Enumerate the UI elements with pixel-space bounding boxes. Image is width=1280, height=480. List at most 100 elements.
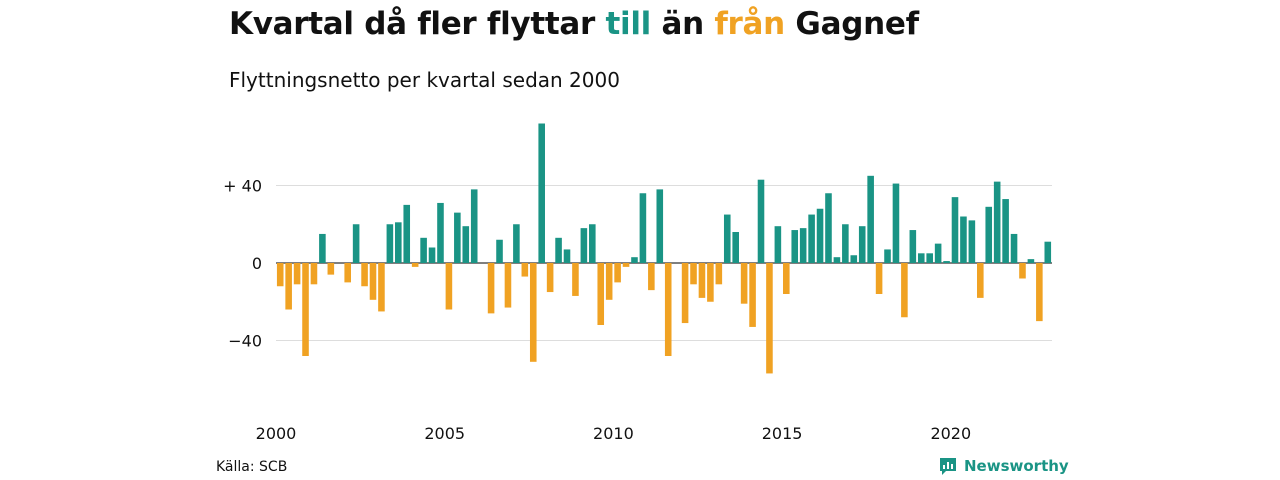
bar-positive — [1044, 241, 1052, 263]
bar-positive — [884, 249, 891, 263]
bar-negative — [378, 263, 385, 312]
bar-positive — [1027, 259, 1035, 264]
x-tick-label: 2000 — [256, 424, 297, 443]
bar-negative — [504, 263, 512, 308]
bar-positive — [808, 214, 815, 263]
chart-title: Kvartal då fler flyttar till än från Gag… — [229, 6, 919, 42]
title-part-mid: än — [650, 6, 715, 42]
bar-positive — [934, 243, 942, 264]
bar-positive — [462, 226, 470, 263]
bar-negative — [875, 263, 883, 294]
bar-positive — [943, 261, 950, 263]
y-tick-label: + 40 — [223, 177, 262, 196]
bar-positive — [951, 197, 959, 264]
bar-negative — [664, 263, 672, 356]
bar-positive — [513, 224, 520, 263]
brand-name: Newsworthy — [964, 457, 1069, 475]
bar-positive — [470, 189, 478, 264]
bar-positive — [563, 249, 571, 263]
bar-negative — [310, 263, 318, 285]
bar-negative — [1036, 263, 1043, 322]
bar-negative — [715, 263, 723, 285]
bar-positive — [917, 253, 925, 263]
y-axis: + 40 0 −40 — [223, 177, 262, 351]
bar-positive — [774, 226, 782, 263]
title-highlight-in: till — [605, 6, 651, 42]
bar-positive — [428, 247, 436, 263]
bar-positive — [909, 230, 917, 263]
bar-positive — [825, 193, 832, 263]
bar-negative — [302, 263, 309, 356]
source-note: Källa: SCB — [216, 459, 288, 475]
bar-positive — [395, 222, 402, 263]
bar-negative — [901, 263, 908, 318]
bar-negative — [681, 263, 689, 324]
x-tick-label: 2020 — [930, 424, 971, 443]
newsworthy-icon — [940, 458, 956, 475]
bar-negative — [521, 263, 529, 277]
bar-negative — [276, 263, 284, 287]
y-tick-label: −40 — [228, 332, 262, 351]
bar-positive — [816, 208, 824, 263]
bar-positive — [555, 237, 562, 263]
bar-positive — [631, 257, 638, 263]
bar-positive — [892, 183, 900, 263]
title-highlight-out: från — [714, 6, 785, 42]
bar-negative — [605, 263, 613, 300]
bar-positive — [580, 228, 588, 264]
bar-positive — [723, 214, 731, 263]
bar-negative — [614, 263, 621, 283]
bar-positive — [437, 202, 444, 263]
bar-positive — [1002, 199, 1009, 263]
bar-positive — [867, 175, 874, 263]
x-tick-label: 2005 — [424, 424, 465, 443]
x-tick-label: 2010 — [593, 424, 634, 443]
bar-positive — [496, 239, 503, 263]
bar-positive — [639, 193, 647, 263]
bar-negative — [749, 263, 756, 327]
bar-negative — [648, 263, 655, 291]
bar-negative — [369, 263, 377, 300]
bar-positive — [403, 204, 411, 264]
bar-negative — [361, 263, 368, 287]
bar-negative — [622, 263, 630, 267]
bar-negative — [1019, 263, 1026, 279]
bar-positive — [757, 179, 765, 263]
bar-positive — [993, 181, 1001, 264]
bar-negative — [487, 263, 495, 314]
bar-positive — [850, 255, 858, 263]
bar-positive — [352, 224, 360, 263]
bar-negative — [445, 263, 453, 310]
bar-positive — [833, 257, 841, 263]
bar-negative — [783, 263, 790, 294]
bar-positive — [799, 228, 807, 264]
y-tick-label: 0 — [252, 254, 262, 273]
bar-positive — [732, 232, 739, 263]
bar-positive — [858, 226, 866, 263]
bar-positive — [1010, 233, 1018, 263]
title-part-2: Gagnef — [784, 6, 919, 42]
bar-positive — [791, 230, 799, 263]
bars — [276, 123, 1052, 374]
bar-positive — [656, 189, 664, 264]
bar-negative — [285, 263, 292, 310]
bar-positive — [985, 206, 993, 263]
bar-negative — [529, 263, 537, 362]
bar-negative — [327, 263, 335, 275]
bar-positive — [454, 212, 461, 264]
bar-negative — [546, 263, 554, 293]
bar-negative — [293, 263, 301, 285]
bar-negative — [977, 263, 984, 298]
bar-negative — [344, 263, 351, 283]
bar-positive — [319, 233, 326, 263]
bar-positive — [589, 224, 596, 263]
x-tick-label: 2015 — [762, 424, 803, 443]
brand-logo[interactable]: Newsworthy — [938, 456, 1069, 476]
bar-negative — [690, 263, 697, 285]
chart-subtitle: Flyttningsnetto per kvartal sedan 2000 — [229, 68, 620, 92]
bar-positive — [968, 220, 976, 264]
bar-positive — [842, 224, 849, 263]
bar-positive — [960, 216, 967, 263]
bar-negative — [597, 263, 605, 325]
